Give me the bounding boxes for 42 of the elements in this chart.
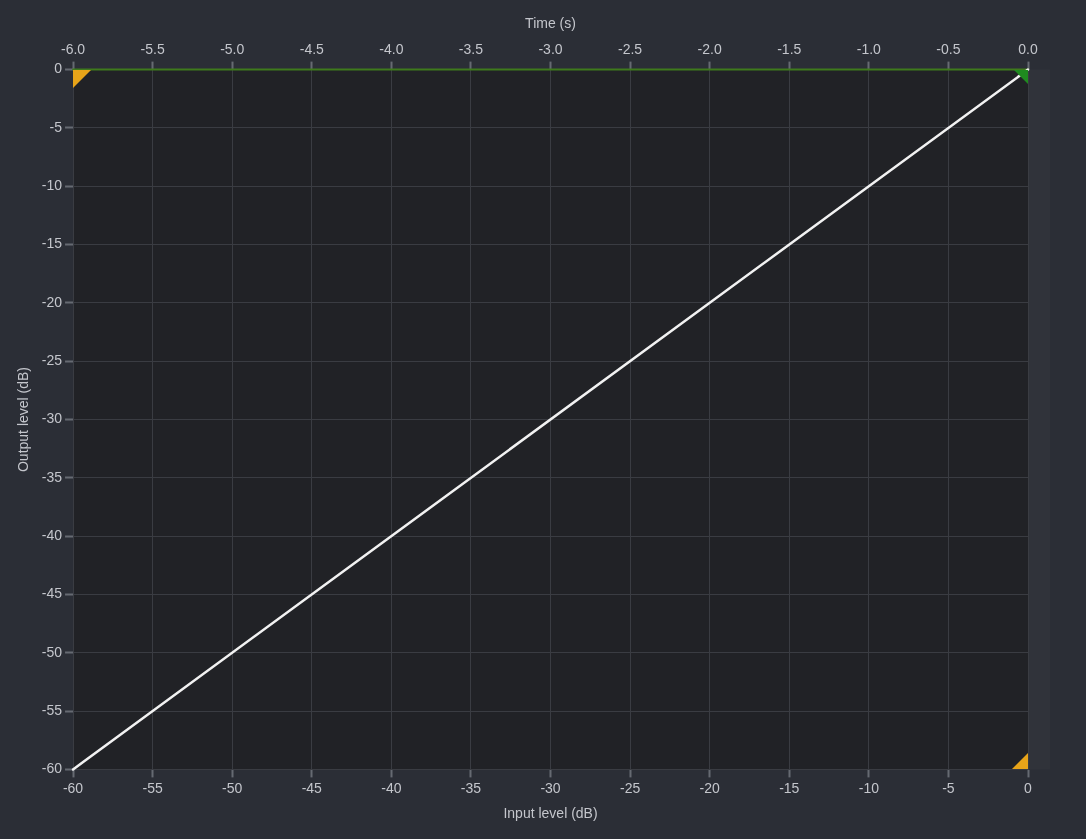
y-tick-label: -45 <box>41 585 63 602</box>
y-tick-label: -25 <box>41 352 63 369</box>
x-axis-title: Input level (dB) <box>503 805 598 822</box>
y-tick-label: -50 <box>41 643 63 660</box>
x-tick-label: -30 <box>540 779 561 796</box>
x-tick-label: -55 <box>142 779 163 796</box>
x-tick-label: -20 <box>699 779 721 796</box>
y-tick-label: -35 <box>41 468 63 485</box>
x-tick-label: -25 <box>619 779 641 796</box>
x2-tick-label: -2.5 <box>618 41 643 58</box>
x2-tick-label: -5.5 <box>140 41 165 58</box>
x2-tick-label: -5.0 <box>220 41 245 58</box>
x2-tick-label: -3.5 <box>458 41 484 58</box>
x-tick-label: -60 <box>62 779 84 796</box>
x2-tick-label: -4.0 <box>379 41 404 58</box>
x2-tick-label: -0.5 <box>936 41 961 58</box>
y-tick-label: -5 <box>49 118 63 135</box>
y-tick-label: -60 <box>41 760 63 777</box>
y-tick-label: -15 <box>41 235 63 252</box>
x2-tick-label: -2.0 <box>697 41 722 58</box>
x-tick-label: -45 <box>301 779 323 796</box>
x2-tick-label: -6.0 <box>60 41 86 58</box>
x-tick-label: -50 <box>222 779 243 796</box>
x2-tick-label: 0.0 <box>1018 41 1038 58</box>
x-tick-label: -10 <box>858 779 880 796</box>
y-tick-label: -20 <box>41 293 63 310</box>
x2-axis-title: Time (s) <box>525 15 576 32</box>
y-axis-title: Output level (dB) <box>15 366 32 473</box>
x-tick-label: -40 <box>381 779 402 796</box>
y-tick-label: -30 <box>41 410 63 427</box>
x-tick-label: -35 <box>460 779 482 796</box>
y-tick-label: -40 <box>41 526 63 543</box>
y-tick-label: -10 <box>41 177 63 194</box>
x-tick-label: 0 <box>1024 779 1033 796</box>
x-tick-label: -5 <box>942 779 955 796</box>
x2-tick-label: -3.0 <box>538 41 563 58</box>
x2-tick-label: -1.0 <box>856 41 882 58</box>
y-tick-label: -55 <box>41 701 63 718</box>
x2-tick-label: -4.5 <box>299 41 325 58</box>
x2-tick-label: -1.5 <box>777 41 802 58</box>
y-tick-label: 0 <box>54 60 63 77</box>
x-tick-label: -15 <box>779 779 800 796</box>
